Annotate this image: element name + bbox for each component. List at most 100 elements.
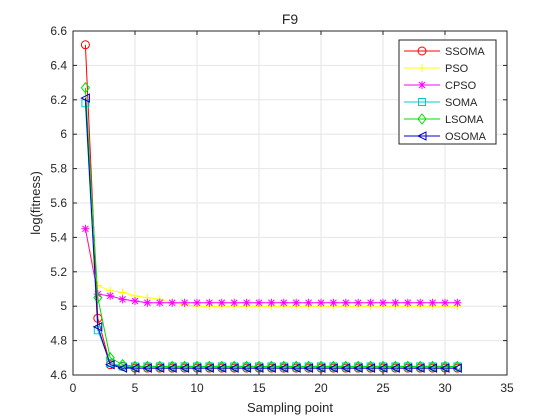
data-point-osoma	[80, 93, 90, 103]
data-point-pso	[118, 288, 127, 297]
data-point-cpso	[379, 298, 387, 307]
data-point-osoma	[365, 363, 376, 373]
data-point-cpso	[441, 298, 449, 307]
data-point-cpso	[403, 298, 412, 307]
data-point-cpso	[255, 298, 263, 307]
data-point-cpso	[341, 298, 350, 307]
legend-entry-pso: PSO	[404, 63, 469, 75]
legend-label: PSO	[445, 63, 469, 75]
data-point-osoma	[266, 363, 276, 373]
x-tick-label: 10	[190, 381, 204, 395]
data-point-cpso	[106, 291, 115, 300]
data-point-cpso	[279, 298, 288, 307]
data-point-cpso	[416, 298, 425, 307]
data-point-osoma	[390, 363, 400, 373]
data-point-cpso	[155, 298, 164, 307]
data-point-osoma	[229, 363, 239, 373]
data-point-cpso	[304, 298, 313, 307]
series-line-osoma	[84, 98, 458, 369]
data-point-osoma	[340, 363, 351, 373]
legend-entry-soma: SOMA	[404, 97, 478, 109]
y-tick-label: 5.8	[50, 162, 67, 176]
data-point-cpso	[81, 224, 90, 233]
data-point-cpso	[168, 298, 177, 307]
chart-title: F9	[282, 11, 299, 27]
data-point-cpso	[193, 298, 201, 307]
y-tick-label: 4.6	[50, 368, 67, 382]
legend-entry-lsoma: LSOMA	[404, 113, 484, 126]
data-point-cpso	[131, 297, 139, 306]
data-point-osoma	[278, 363, 289, 373]
data-point-osoma	[179, 363, 190, 373]
data-point-osoma	[117, 363, 128, 373]
y-tick-label: 6.6	[50, 24, 67, 38]
legend-swatch-marker	[417, 113, 427, 125]
data-point-osoma	[92, 322, 103, 332]
data-point-cpso	[366, 298, 375, 307]
x-axis-title: Sampling point	[247, 400, 333, 415]
y-tick-label: 5	[60, 299, 67, 313]
axis-ticks: 0 5 10 15 20 25 30 35 4.6 4.8 5 5.2 5.4 5.6 5.8 6 6.2 6.4…	[50, 24, 514, 395]
legend-swatch-marker	[418, 64, 426, 72]
data-point-ssoma	[80, 40, 90, 50]
data-point-osoma	[427, 363, 438, 373]
data-point-osoma	[191, 363, 202, 373]
legend-box	[398, 39, 497, 145]
data-point-cpso	[292, 298, 301, 307]
data-point-cpso	[180, 298, 189, 307]
y-tick-label: 5.2	[50, 265, 67, 279]
legend-swatch-marker	[416, 131, 427, 141]
data-point-osoma	[154, 363, 165, 373]
data-point-osoma	[353, 363, 363, 373]
legend-label: SSOMA	[445, 46, 485, 58]
data-point-cpso	[242, 298, 251, 307]
data-point-cpso	[143, 298, 152, 307]
y-axis-title: log(fitness)	[28, 171, 43, 235]
data-point-cpso	[428, 298, 437, 307]
data-point-osoma	[142, 363, 152, 373]
series-osoma	[80, 93, 462, 373]
legend-label: CPSO	[445, 80, 477, 92]
data-point-cpso	[453, 298, 462, 307]
data-point-osoma	[105, 359, 115, 370]
legend-entry-ssoma: SSOMA	[404, 46, 485, 58]
x-tick-label: 30	[438, 381, 452, 395]
data-point-cpso	[391, 298, 400, 307]
data-point-osoma	[253, 363, 264, 373]
legend-label: OSOMA	[445, 131, 487, 143]
data-point-lsoma	[80, 81, 91, 94]
data-point-lsoma	[93, 291, 103, 304]
x-tick-label: 0	[70, 381, 77, 395]
data-point-osoma	[216, 363, 227, 373]
data-point-cpso	[205, 298, 214, 307]
data-point-osoma	[402, 363, 413, 373]
legend-entry-cpso: CPSO	[404, 80, 477, 92]
legend-swatch-marker	[417, 46, 427, 56]
data-point-osoma	[328, 363, 338, 373]
data-point-osoma	[377, 363, 388, 373]
x-tick-label: 5	[132, 381, 139, 395]
y-tick-label: 5.4	[50, 230, 67, 244]
data-point-osoma	[415, 363, 425, 373]
data-point-cpso	[267, 298, 276, 307]
data-point-cpso	[354, 298, 363, 307]
data-point-osoma	[204, 363, 214, 373]
y-tick-label: 4.8	[50, 334, 67, 348]
data-point-osoma	[291, 363, 301, 373]
x-tick-label: 20	[314, 381, 328, 395]
data-point-osoma	[241, 363, 252, 373]
y-tick-label: 6	[60, 127, 67, 141]
legend-swatch-marker	[418, 81, 426, 89]
data-point-cpso	[118, 295, 127, 304]
data-point-cpso	[317, 298, 325, 307]
data-point-cpso	[329, 298, 338, 307]
data-point-osoma	[129, 363, 140, 373]
data-point-osoma	[303, 363, 314, 373]
data-point-osoma	[167, 363, 177, 373]
data-point-cpso	[230, 298, 239, 307]
y-tick-label: 6.2	[50, 93, 67, 107]
series-cpso	[81, 224, 462, 307]
data-point-cpso	[217, 298, 226, 307]
